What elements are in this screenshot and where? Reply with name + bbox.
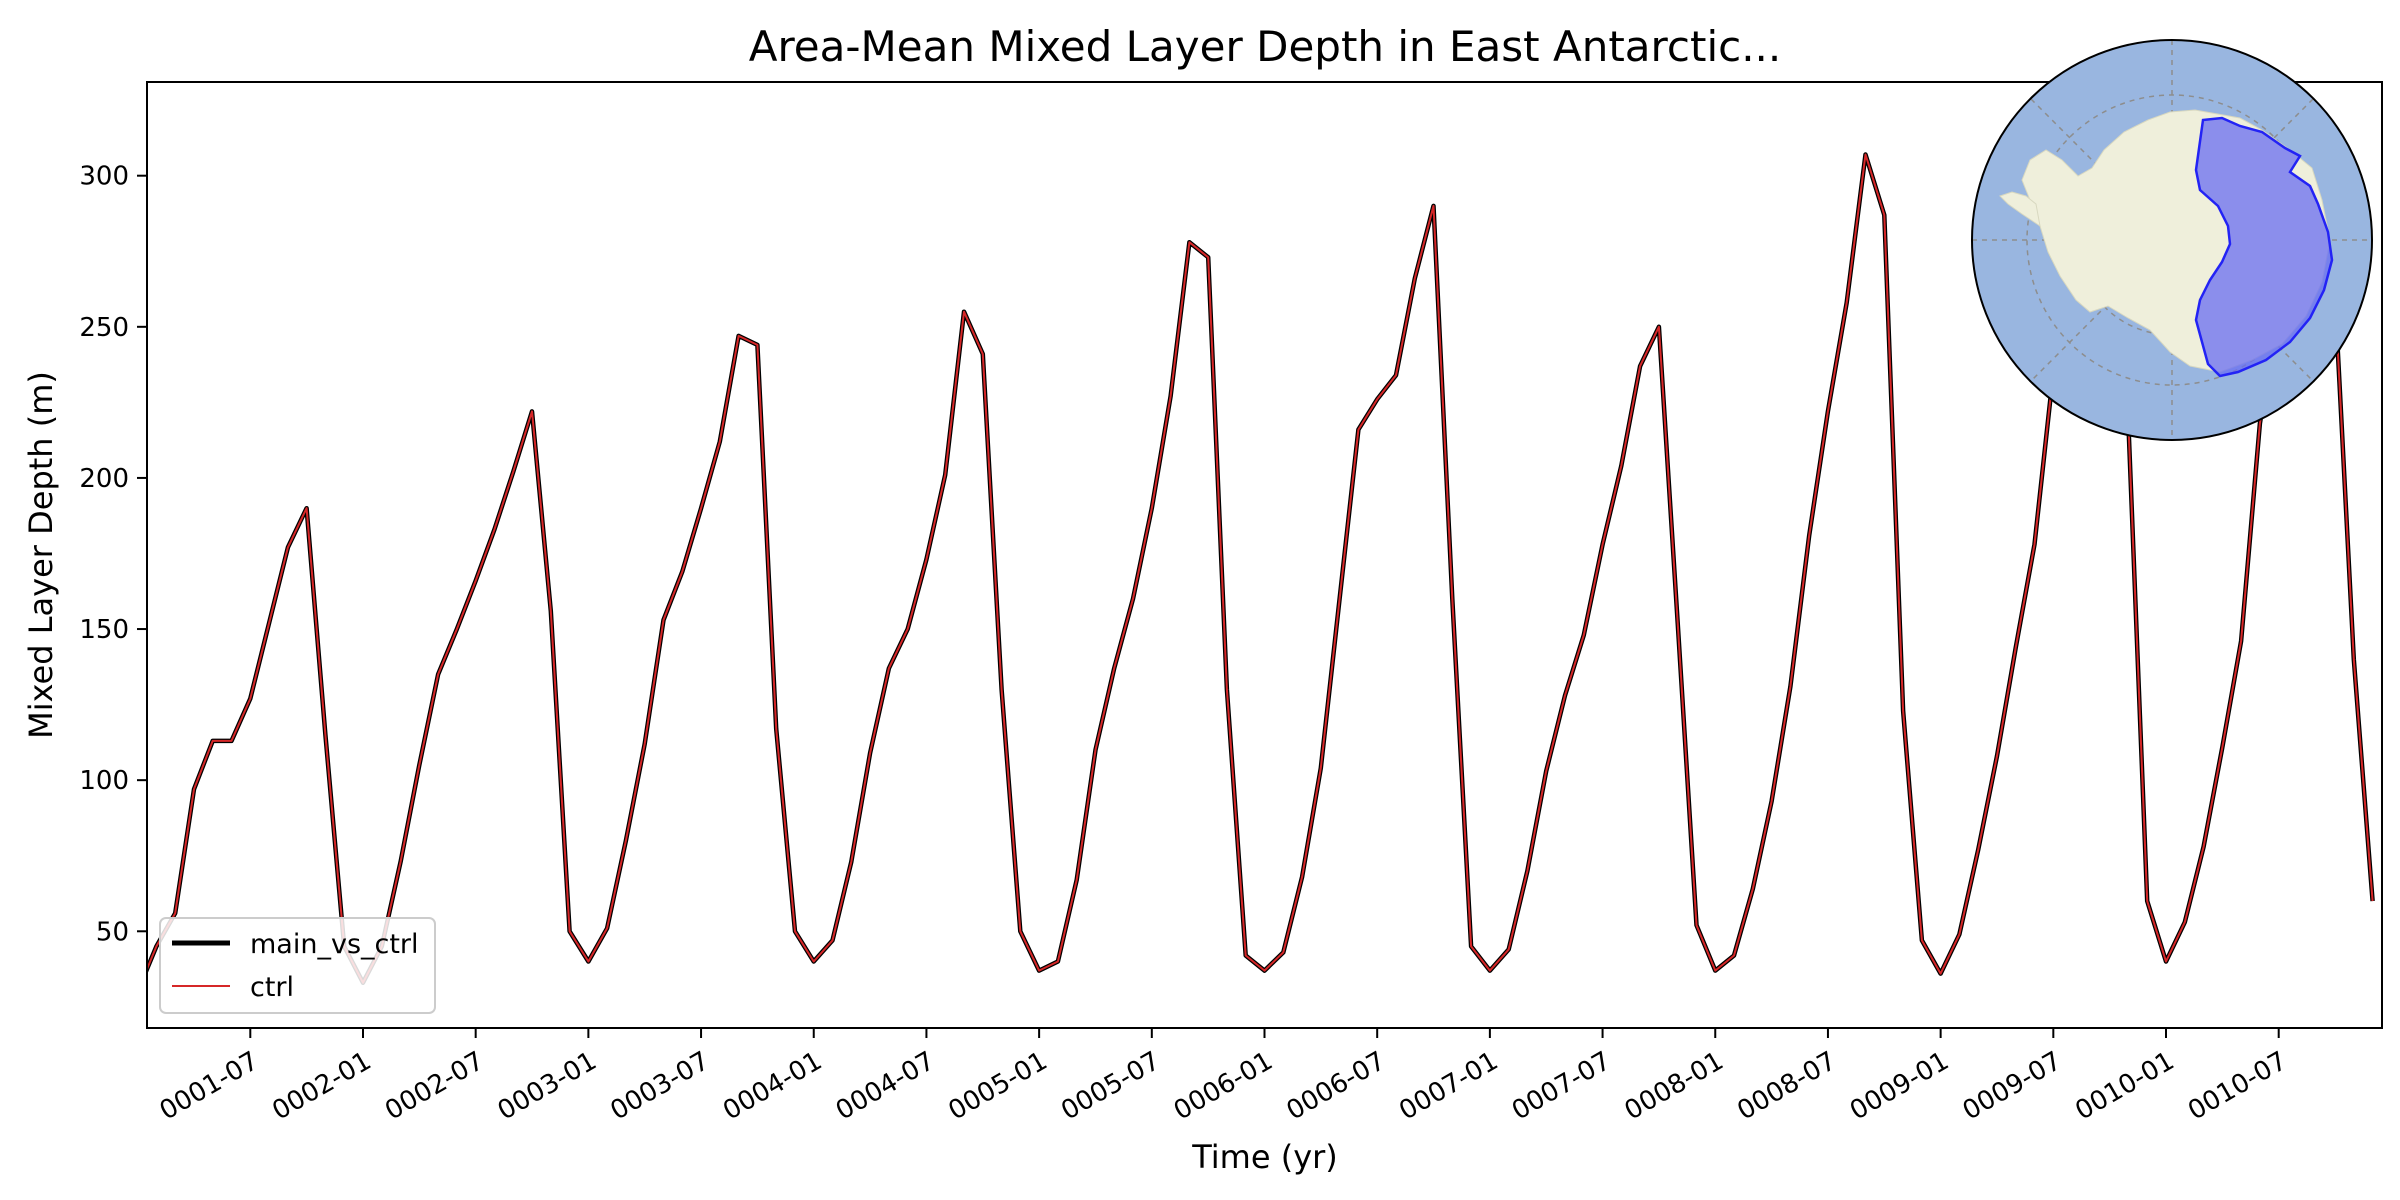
- x-tick-label: 0003-07: [605, 1046, 714, 1126]
- legend: main_vs_ctrl ctrl: [159, 917, 436, 1014]
- x-tick-label: 0007-07: [1507, 1046, 1616, 1126]
- x-axis: 0001-07 0002-01 0002-07 0003-01 0003-07 0004-…: [155, 1028, 2292, 1126]
- x-tick-label: 0002-07: [380, 1046, 489, 1126]
- x-tick-label: 0008-07: [1732, 1046, 1841, 1126]
- legend-label-main-vs-ctrl: main_vs_ctrl: [250, 929, 419, 960]
- inset-antarctic-map: [1971, 39, 2373, 441]
- x-tick-label: 0001-07: [155, 1046, 264, 1126]
- chart-title: Area-Mean Mixed Layer Depth in East Anta…: [749, 22, 1782, 71]
- x-tick-label: 0010-07: [2183, 1046, 2292, 1126]
- antarctic-peninsula: [1999, 191, 2041, 228]
- x-axis-label: Time (yr): [1191, 1138, 1338, 1176]
- y-tick-label: 100: [79, 766, 129, 796]
- x-tick-label: 0005-07: [1056, 1046, 1165, 1126]
- x-tick-label: 0003-01: [493, 1046, 602, 1126]
- series-layer: [147, 152, 2375, 985]
- legend-label-ctrl: ctrl: [250, 972, 294, 1003]
- y-tick-label: 50: [96, 917, 129, 947]
- x-tick-label: 0004-01: [718, 1046, 827, 1126]
- x-tick-label: 0008-01: [1620, 1046, 1729, 1126]
- x-tick-label: 0002-01: [267, 1046, 376, 1126]
- x-tick-label: 0009-07: [1958, 1046, 2067, 1126]
- x-tick-label: 0006-07: [1282, 1046, 1391, 1126]
- y-axis: 50 100 150 200 250 300: [79, 162, 147, 947]
- x-tick-label: 0007-01: [1394, 1046, 1503, 1126]
- y-tick-label: 200: [79, 464, 129, 494]
- x-tick-label: 0005-01: [944, 1046, 1053, 1126]
- x-tick-label: 0004-07: [831, 1046, 940, 1126]
- x-tick-label: 0009-01: [1845, 1046, 1954, 1126]
- east-antarctic-region: [2194, 116, 2334, 378]
- y-axis-label: Mixed Layer Depth (m): [22, 371, 60, 739]
- y-tick-label: 300: [79, 162, 129, 192]
- map-border: [1971, 39, 2373, 441]
- x-tick-label: 0006-01: [1169, 1046, 1278, 1126]
- y-tick-label: 150: [79, 615, 129, 645]
- x-tick-label: 0010-01: [2070, 1046, 2179, 1126]
- y-tick-label: 250: [79, 313, 129, 343]
- series-line-ctrl: [147, 153, 2374, 984]
